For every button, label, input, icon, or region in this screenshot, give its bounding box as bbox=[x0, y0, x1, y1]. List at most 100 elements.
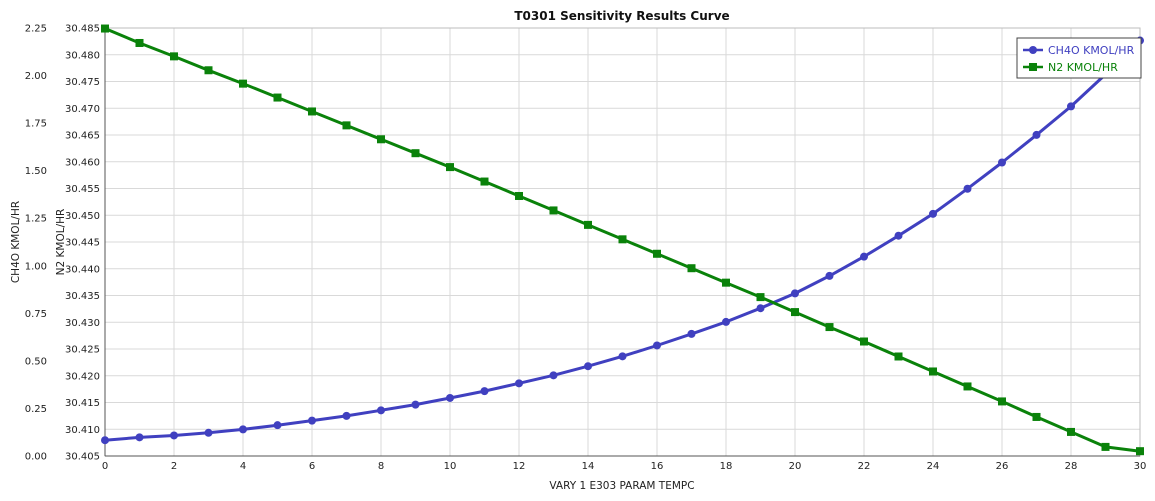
n2-point bbox=[377, 135, 385, 144]
n2-point bbox=[963, 382, 972, 391]
n2-tick-label: 30.480 bbox=[65, 50, 100, 61]
x-tick-label: 20 bbox=[789, 461, 802, 472]
x-tick-label: 4 bbox=[240, 461, 246, 472]
n2-point bbox=[1032, 412, 1041, 421]
ch4o-point bbox=[446, 393, 454, 402]
ch4o-point bbox=[411, 400, 420, 409]
n2-tick-label: 30.425 bbox=[65, 345, 100, 356]
n2-point bbox=[239, 79, 247, 88]
ch4o-point bbox=[791, 289, 799, 298]
x-tick-label: 2 bbox=[171, 461, 177, 472]
ch4o-point bbox=[998, 158, 1006, 167]
ch4o-point bbox=[1032, 130, 1041, 139]
y-axis-label-ch4o: CH4O KMOL/HR bbox=[10, 201, 22, 283]
ch4o-point bbox=[894, 231, 903, 240]
ch4o-point bbox=[273, 421, 282, 430]
legend-label-ch4o: CH4O KMOL/HR bbox=[1048, 44, 1135, 57]
ch4o-point bbox=[584, 362, 592, 371]
n2-point bbox=[825, 323, 834, 332]
ch4o-point bbox=[1067, 102, 1075, 111]
ch4o-point bbox=[929, 209, 937, 218]
legend-marker-ch4o bbox=[1029, 46, 1037, 54]
x-tick-label: 22 bbox=[858, 461, 871, 472]
legend-marker-n2 bbox=[1029, 63, 1037, 71]
n2-tick-label: 30.415 bbox=[65, 398, 100, 409]
n2-tick-label: 30.435 bbox=[65, 291, 100, 302]
n2-point bbox=[549, 206, 558, 215]
ch4o-point bbox=[756, 304, 765, 313]
n2-point bbox=[308, 107, 316, 116]
legend-box bbox=[1016, 37, 1142, 79]
ch4o-point bbox=[101, 436, 109, 445]
chart-title: T0301 Sensitivity Results Curve bbox=[514, 9, 729, 23]
x-tick-label: 12 bbox=[513, 461, 526, 472]
n2-point bbox=[515, 191, 523, 200]
n2-point bbox=[135, 38, 144, 47]
n2-point bbox=[618, 235, 627, 244]
ch4o-point bbox=[963, 184, 972, 193]
n2-point bbox=[411, 149, 420, 158]
n2-tick-label: 30.470 bbox=[65, 104, 100, 115]
x-tick-label: 30 bbox=[1134, 461, 1147, 472]
ch4o-tick-label: 0.00 bbox=[25, 452, 47, 463]
n2-point bbox=[860, 337, 868, 346]
n2-point bbox=[342, 121, 351, 130]
legend-label-n2: N2 KMOL/HR bbox=[1048, 61, 1118, 74]
ch4o-point bbox=[515, 379, 523, 388]
n2-point bbox=[446, 163, 454, 172]
n2-point bbox=[1136, 447, 1144, 456]
n2-point bbox=[273, 93, 282, 102]
n2-tick-label: 30.410 bbox=[65, 425, 100, 436]
n2-point bbox=[204, 66, 213, 75]
n2-point bbox=[894, 352, 903, 361]
series-layer bbox=[101, 24, 1144, 456]
n2-tick-label: 30.465 bbox=[65, 131, 100, 142]
y-axis-label-n2: N2 KMOL/HR bbox=[55, 209, 67, 276]
ch4o-tick-label: 2.00 bbox=[25, 71, 47, 82]
x-axis-label: VARY 1 E303 PARAM TEMPC bbox=[549, 480, 694, 492]
n2-tick-label: 30.450 bbox=[65, 211, 100, 222]
ch4o-point bbox=[135, 433, 144, 442]
ch4o-tick-label: 1.00 bbox=[25, 261, 47, 272]
ch4o-tick-label: 0.75 bbox=[25, 309, 47, 320]
ch4o-point bbox=[342, 411, 351, 420]
ch4o-point bbox=[480, 387, 489, 396]
ch4o-point bbox=[653, 341, 661, 350]
n2-tick-label: 30.475 bbox=[65, 77, 100, 88]
ch4o-point bbox=[549, 371, 558, 380]
ch4o-point bbox=[377, 406, 385, 415]
ch4o-point bbox=[687, 329, 696, 338]
n2-point bbox=[1101, 442, 1110, 451]
n2-tick-label: 30.485 bbox=[65, 24, 100, 35]
legend: CH4O KMOL/HR N2 KMOL/HR bbox=[1016, 37, 1142, 79]
n2-point bbox=[101, 24, 109, 33]
n2-tick-label: 30.445 bbox=[65, 238, 100, 249]
ch4o-point bbox=[308, 416, 316, 425]
n2-point bbox=[653, 249, 661, 258]
ch4o-tick-label: 2.25 bbox=[25, 24, 47, 35]
x-tick-label: 24 bbox=[927, 461, 940, 472]
n2-point bbox=[756, 293, 765, 302]
n2-point bbox=[722, 278, 730, 287]
ch4o-point bbox=[204, 428, 213, 437]
n2-point bbox=[791, 308, 799, 317]
n2-point bbox=[998, 397, 1006, 406]
x-tick-label: 28 bbox=[1065, 461, 1078, 472]
n2-point bbox=[584, 220, 592, 229]
ch4o-tick-label: 1.75 bbox=[25, 119, 47, 130]
n2-point bbox=[687, 264, 696, 273]
ch4o-tick-label: 0.50 bbox=[25, 356, 47, 367]
x-tick-label: 14 bbox=[582, 461, 595, 472]
ch4o-point bbox=[722, 317, 730, 326]
x-tick-label: 0 bbox=[102, 461, 108, 472]
n2-tick-label: 30.455 bbox=[65, 184, 100, 195]
x-tick-label: 6 bbox=[309, 461, 315, 472]
x-tick-label: 10 bbox=[444, 461, 457, 472]
n2-tick-label: 30.460 bbox=[65, 157, 100, 168]
ch4o-point bbox=[239, 425, 247, 434]
ch4o-point bbox=[825, 271, 834, 280]
x-tick-label: 8 bbox=[378, 461, 384, 472]
ch4o-tick-label: 0.25 bbox=[25, 404, 47, 415]
